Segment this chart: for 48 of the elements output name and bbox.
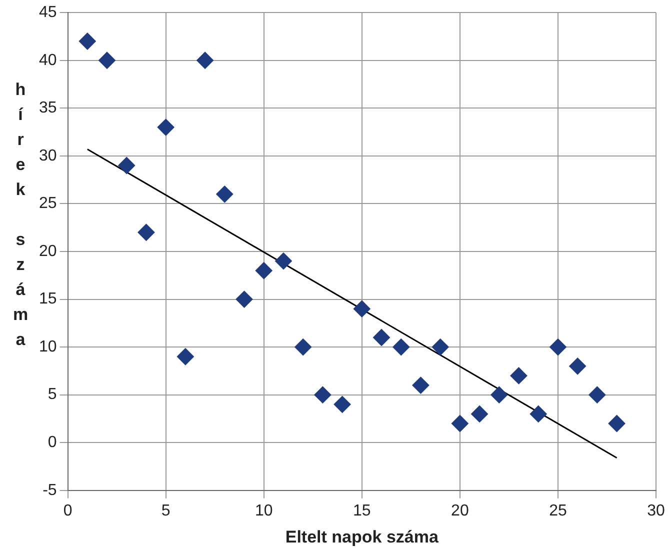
x-tick-label: 10 bbox=[254, 502, 273, 520]
y-tick-label: 25 bbox=[39, 195, 57, 212]
point bbox=[118, 156, 136, 174]
y-tick-label: 20 bbox=[39, 242, 57, 260]
y-tick-label: 15 bbox=[39, 290, 57, 308]
x-tick-label: 0 bbox=[63, 502, 72, 520]
point bbox=[510, 367, 528, 384]
point bbox=[432, 338, 449, 356]
point bbox=[216, 186, 234, 203]
y-tick-label: 5 bbox=[48, 386, 57, 404]
point bbox=[196, 52, 214, 69]
x-tick-label: 25 bbox=[549, 502, 567, 520]
point bbox=[588, 386, 606, 404]
point bbox=[176, 348, 194, 366]
point bbox=[451, 415, 468, 432]
x-tick-label: 20 bbox=[451, 502, 469, 520]
point bbox=[392, 338, 410, 356]
y-tick-label: 45 bbox=[39, 4, 57, 22]
point bbox=[138, 224, 155, 241]
x-tick-label: 15 bbox=[353, 502, 371, 520]
y-tick-label: 0 bbox=[48, 434, 57, 452]
y-tick-label: 35 bbox=[39, 100, 57, 117]
x-axis-title: Eltelt napok száma bbox=[285, 527, 439, 546]
y-tick-label: -5 bbox=[42, 482, 57, 499]
x-tick-label: 30 bbox=[647, 502, 665, 520]
point bbox=[569, 358, 586, 375]
point bbox=[236, 290, 253, 308]
point bbox=[530, 405, 547, 422]
y-axis-title: hírek száma bbox=[10, 80, 30, 355]
point bbox=[157, 118, 174, 136]
point bbox=[294, 338, 312, 356]
point bbox=[608, 415, 626, 432]
point bbox=[549, 338, 566, 356]
point bbox=[353, 300, 370, 318]
point bbox=[274, 252, 292, 270]
point bbox=[98, 52, 116, 69]
x-tick-label: 5 bbox=[161, 502, 170, 520]
y-tick-label: 40 bbox=[39, 52, 57, 69]
point bbox=[490, 386, 508, 404]
point bbox=[373, 329, 390, 346]
point bbox=[471, 405, 488, 422]
point bbox=[334, 396, 351, 413]
y-tick-label: 30 bbox=[39, 147, 57, 164]
point bbox=[78, 32, 96, 50]
point bbox=[255, 262, 272, 280]
point bbox=[412, 376, 430, 394]
y-tick-label: 10 bbox=[39, 338, 57, 356]
point bbox=[314, 386, 332, 404]
